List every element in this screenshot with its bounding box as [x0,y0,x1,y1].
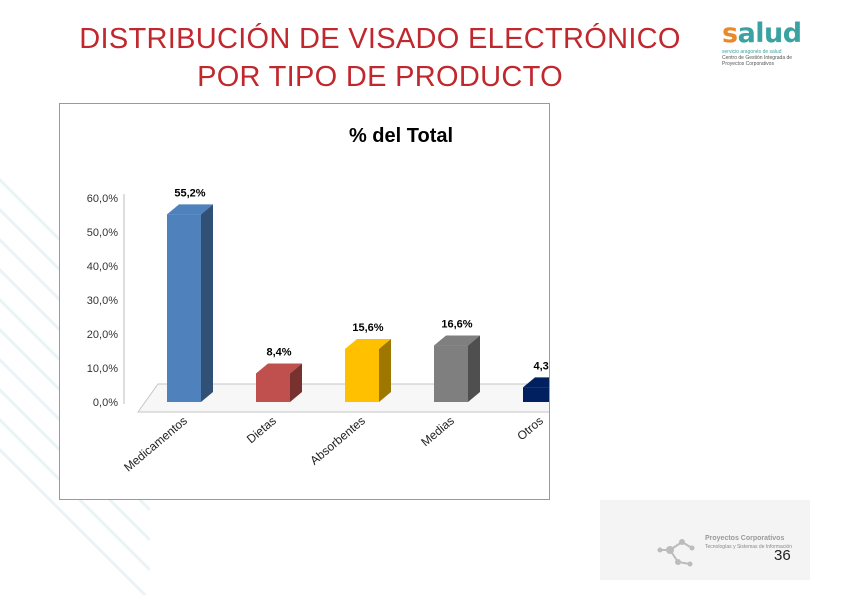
bar-top [434,335,480,346]
bar-absorbentes [345,348,379,402]
bar-top [523,377,549,388]
bar-chart: % del Total 0,0% 10,0% 20,0% 30,0% 40,0% 50,0%… [87,125,549,475]
logo-word-rest: alud [737,18,803,49]
bar-medicamentos [167,214,201,402]
data-label: 55,2% [174,187,205,199]
molecule-icon [657,539,695,567]
x-tick-label: Otros [514,414,545,444]
x-tick-label: Dietas [244,414,279,447]
y-tick-label: 50,0% [87,227,118,239]
bar-top [256,363,302,374]
logo-subtitle: servicio aragonés de salud [722,49,782,55]
x-tick-label: Medicamentos [121,414,190,475]
bar-otros [523,387,549,402]
chart-frame: % del Total 0,0% 10,0% 20,0% 30,0% 40,0% 50,0%… [59,103,550,500]
y-tick-label: 40,0% [87,261,118,273]
page-number: 36 [774,547,791,564]
salud-logo: salud servicio aragonés de salud Centro … [722,20,806,82]
bar-dietas [256,373,290,402]
y-tick-label: 10,0% [87,363,118,375]
footer-brand-sub: Tecnologías y Sistemas de Información [705,544,792,550]
y-tick-label: 20,0% [87,329,118,341]
data-label: 8,4% [266,346,291,358]
bar-side [468,335,480,402]
x-tick-label: Absorbentes [307,414,368,468]
title-line-2: POR TIPO DE PRODUCTO [197,61,563,93]
y-tick-label: 0,0% [93,397,118,409]
footer-brand-name: Proyectos Corporativos [705,535,785,542]
bar-top [167,204,213,215]
bar-side [290,363,302,402]
title-line-1: DISTRIBUCIÓN DE VISADO ELECTRÓNICO [79,23,681,55]
data-label: 15,6% [352,322,383,334]
chart-title: % del Total [349,125,453,147]
bar-medias [434,345,468,402]
footer-brand: Proyectos Corporativos Tecnologías y Sis… [705,535,792,551]
logo-letter-s: s [722,18,738,49]
slide-title: DISTRIBUCIÓN DE VISADO ELECTRÓNICO POR T… [40,20,720,96]
bar-top [345,338,391,349]
bar-side [201,204,213,402]
data-label: 16,6% [441,319,472,331]
logo-subtitle-2: Centro de Gestión Integrada de Proyectos… [722,55,793,67]
bar-side [379,338,391,402]
x-tick-label: Medias [418,414,457,450]
data-label: 4,3% [533,360,549,372]
y-tick-label: 60,0% [87,193,118,205]
y-tick-label: 30,0% [87,295,118,307]
footer-logo-panel [600,500,810,580]
